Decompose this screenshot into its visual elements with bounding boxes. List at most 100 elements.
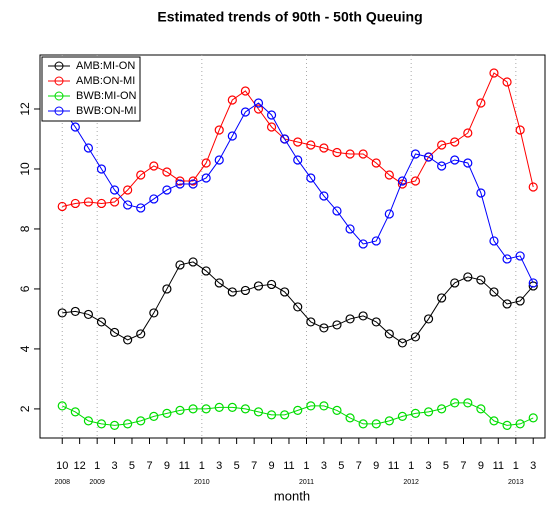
point bbox=[397, 338, 407, 348]
point bbox=[96, 317, 107, 327]
x-tick-label: 1 bbox=[408, 460, 414, 472]
point bbox=[175, 179, 185, 189]
point bbox=[227, 287, 237, 297]
x-tick-label: 9 bbox=[269, 460, 275, 472]
point bbox=[515, 296, 525, 306]
series-line bbox=[62, 72, 534, 207]
point bbox=[515, 419, 525, 429]
legend-label: AMB:MI-ON bbox=[76, 60, 135, 72]
x-tick-label: 5 bbox=[338, 460, 344, 472]
point bbox=[306, 317, 316, 327]
point bbox=[384, 329, 394, 339]
point bbox=[253, 104, 264, 114]
legend-marker bbox=[54, 61, 64, 71]
point bbox=[528, 182, 538, 192]
point bbox=[227, 131, 237, 141]
x-tick-label: 7 bbox=[251, 460, 257, 472]
point bbox=[332, 320, 342, 330]
point bbox=[96, 419, 107, 429]
point bbox=[502, 299, 512, 309]
x-tick-label: 3 bbox=[216, 460, 222, 472]
point bbox=[201, 266, 211, 276]
x-tick-label: 11 bbox=[283, 460, 294, 472]
y-tick-label: 8 bbox=[18, 225, 32, 232]
x-tick-label: 11 bbox=[179, 460, 190, 472]
point bbox=[358, 311, 368, 321]
point bbox=[345, 224, 355, 234]
chart-title: Estimated trends of 90th - 50th Queuing bbox=[157, 9, 422, 25]
series-line bbox=[62, 261, 534, 344]
point bbox=[136, 416, 146, 426]
point bbox=[410, 332, 421, 342]
x-tick-label: 11 bbox=[493, 460, 504, 472]
x-tick-label: 3 bbox=[112, 460, 118, 472]
point bbox=[450, 278, 460, 288]
x-tick-label: 1 bbox=[303, 460, 309, 472]
point bbox=[201, 158, 211, 168]
point bbox=[384, 170, 394, 180]
point bbox=[319, 323, 329, 333]
point bbox=[332, 147, 342, 158]
point bbox=[345, 149, 355, 159]
point bbox=[214, 278, 224, 288]
year-label: 2009 bbox=[89, 479, 105, 486]
point bbox=[149, 308, 159, 318]
point bbox=[371, 317, 381, 327]
point bbox=[57, 401, 67, 411]
x-tick-label: 5 bbox=[129, 460, 135, 472]
x-tick-label: 7 bbox=[460, 460, 466, 472]
point bbox=[149, 161, 159, 171]
point bbox=[384, 209, 394, 219]
x-tick-label: 11 bbox=[388, 460, 399, 472]
point bbox=[253, 98, 264, 108]
point bbox=[136, 203, 146, 213]
point bbox=[423, 407, 434, 417]
point bbox=[358, 419, 368, 429]
series-line bbox=[62, 402, 534, 426]
year-label: 2012 bbox=[403, 479, 419, 486]
point bbox=[293, 302, 303, 312]
point bbox=[70, 407, 80, 417]
point bbox=[227, 402, 237, 413]
plot-frame bbox=[39, 54, 546, 439]
series-line bbox=[61, 102, 534, 284]
point bbox=[450, 155, 460, 165]
point bbox=[149, 411, 159, 422]
point bbox=[109, 185, 120, 195]
point bbox=[476, 188, 486, 198]
point bbox=[280, 287, 290, 297]
point bbox=[423, 314, 434, 324]
point bbox=[410, 149, 421, 159]
point bbox=[319, 401, 329, 411]
point bbox=[345, 314, 355, 324]
point bbox=[437, 140, 447, 150]
point bbox=[371, 158, 381, 168]
point bbox=[293, 155, 303, 165]
point bbox=[57, 308, 67, 318]
point bbox=[70, 306, 80, 317]
point bbox=[476, 404, 486, 414]
x-tick-label: 7 bbox=[356, 460, 362, 472]
point bbox=[371, 236, 381, 246]
point bbox=[515, 125, 525, 135]
point bbox=[175, 176, 185, 186]
point bbox=[423, 152, 434, 162]
x-tick-label: 9 bbox=[478, 460, 484, 472]
point bbox=[384, 416, 394, 426]
point bbox=[57, 201, 67, 212]
point bbox=[515, 251, 525, 261]
point bbox=[162, 167, 172, 177]
point bbox=[463, 398, 473, 408]
x-tick-label: 7 bbox=[146, 460, 152, 472]
point bbox=[280, 134, 290, 144]
point bbox=[450, 137, 460, 147]
point bbox=[109, 327, 120, 338]
point bbox=[175, 260, 185, 270]
point bbox=[463, 128, 473, 138]
point bbox=[489, 416, 499, 426]
y-tick-label: 12 bbox=[18, 102, 32, 116]
x-tick-label: 12 bbox=[74, 460, 86, 472]
point bbox=[214, 125, 224, 135]
x-tick-label: 3 bbox=[321, 460, 327, 472]
